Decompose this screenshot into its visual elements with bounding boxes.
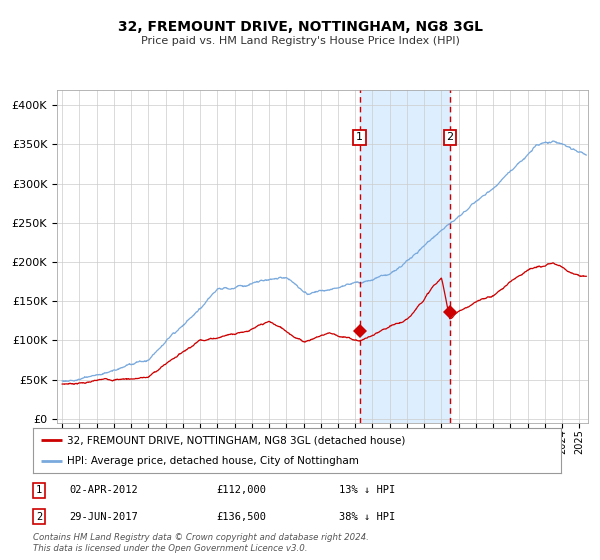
Text: 32, FREMOUNT DRIVE, NOTTINGHAM, NG8 3GL (detached house): 32, FREMOUNT DRIVE, NOTTINGHAM, NG8 3GL … [67,436,406,446]
Text: 02-APR-2012: 02-APR-2012 [69,486,138,495]
Text: 13% ↓ HPI: 13% ↓ HPI [339,486,395,495]
Text: Price paid vs. HM Land Registry's House Price Index (HPI): Price paid vs. HM Land Registry's House … [140,36,460,46]
Bar [359,90,450,423]
Text: 1: 1 [36,486,42,495]
Text: 29-JUN-2017: 29-JUN-2017 [69,512,138,521]
Text: 38% ↓ HPI: 38% ↓ HPI [339,512,395,521]
Text: HPI: Average price, detached house, City of Nottingham: HPI: Average price, detached house, City… [67,456,359,466]
Text: £112,000: £112,000 [216,486,266,495]
Text: 2: 2 [36,512,42,521]
Text: 2: 2 [446,132,454,142]
Text: £136,500: £136,500 [216,512,266,521]
Text: 1: 1 [356,132,363,142]
Text: 32, FREMOUNT DRIVE, NOTTINGHAM, NG8 3GL: 32, FREMOUNT DRIVE, NOTTINGHAM, NG8 3GL [118,20,482,34]
Text: Contains HM Land Registry data © Crown copyright and database right 2024.
This d: Contains HM Land Registry data © Crown c… [33,533,369,553]
